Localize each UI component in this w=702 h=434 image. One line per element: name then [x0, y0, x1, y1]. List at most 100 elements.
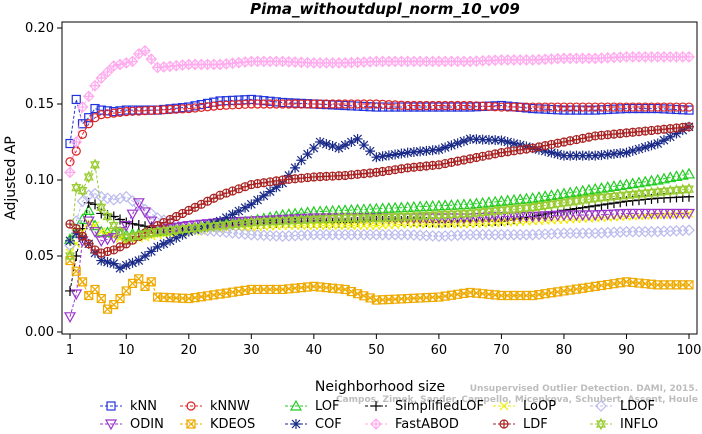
- data-point-knnw: [403, 100, 413, 111]
- data-point-fastabod: [220, 58, 233, 70]
- data-point-inflo: [390, 210, 401, 224]
- data-point-cof: [102, 257, 113, 268]
- data-point-loop: [359, 221, 369, 231]
- data-point-inflo: [590, 191, 601, 205]
- data-point-cof: [665, 131, 676, 142]
- data-point-knn: [265, 96, 275, 106]
- data-point-odin: [101, 234, 114, 246]
- data-point-odin: [132, 198, 145, 210]
- data-point-knnw: [277, 99, 288, 109]
- data-point-inflo: [627, 188, 638, 201]
- y-axis: 0.00 0.05 0.10 0.15 0.20: [25, 21, 62, 340]
- legend-label-knnw: kNNW: [210, 399, 250, 414]
- legend-marker-ldf: [499, 419, 509, 429]
- data-point-odin: [639, 208, 652, 220]
- data-point-odin: [70, 289, 83, 301]
- data-point-lof: [626, 177, 639, 189]
- data-point-odin: [95, 236, 108, 248]
- data-point-cof: [371, 152, 382, 163]
- data-point-knnw: [546, 102, 557, 112]
- data-point-knnw: [490, 102, 500, 112]
- data-point-ldof: [101, 192, 114, 205]
- data-point-inflo: [396, 210, 407, 224]
- data-point-odin: [139, 207, 152, 219]
- x-tick-label: 1: [66, 343, 74, 358]
- data-point-loop: [321, 221, 331, 231]
- data-point-lof: [82, 204, 95, 215]
- data-point-inflo: [596, 191, 607, 204]
- x-tick-label: 30: [243, 343, 260, 358]
- data-point-cof: [515, 140, 526, 151]
- data-point-inflo: [577, 193, 588, 207]
- data-point-knnw: [140, 106, 150, 116]
- data-point-odin: [607, 209, 620, 221]
- data-point-inflo: [415, 209, 426, 223]
- data-point-inflo: [471, 206, 482, 220]
- data-point-knnw: [496, 102, 507, 112]
- data-point-inflo: [158, 224, 169, 238]
- data-point-simplifiedlof: [133, 219, 144, 230]
- legend-item-ldof: LDOF: [590, 399, 655, 414]
- data-point-cof: [121, 260, 132, 271]
- y-tick-label: 0.20: [25, 21, 54, 36]
- legend-item-fastabod: FastABOD: [365, 417, 459, 432]
- legend-item-kdeos: KDEOS: [180, 417, 255, 432]
- data-point-cof: [565, 150, 576, 161]
- data-point-loop: [328, 221, 338, 231]
- data-point-inflo: [115, 225, 125, 239]
- data-point-kdeos: [71, 266, 81, 276]
- data-point-fastabod: [239, 56, 251, 68]
- data-point-knnw: [509, 102, 519, 112]
- data-point-knnw: [409, 100, 419, 111]
- data-point-cof: [440, 142, 451, 153]
- data-point-cof: [290, 162, 301, 173]
- data-point-knnw: [109, 108, 119, 118]
- data-point-cof: [415, 146, 426, 157]
- data-point-cof: [377, 151, 388, 162]
- data-point-odin: [107, 233, 120, 244]
- data-point-knnw: [471, 101, 482, 111]
- data-point-knnw: [353, 99, 363, 109]
- data-point-knnw: [315, 99, 325, 109]
- data-point-cof: [365, 146, 376, 157]
- data-point-lof: [632, 176, 645, 188]
- data-point-knnw: [165, 104, 175, 115]
- data-point-knnw: [534, 102, 544, 112]
- data-point-odin: [451, 213, 464, 225]
- data-point-inflo: [496, 204, 507, 217]
- data-point-kdeos: [77, 277, 88, 287]
- data-point-cof: [427, 145, 438, 156]
- data-point-knnw: [227, 100, 238, 110]
- data-point-knn: [596, 105, 607, 115]
- data-point-odin: [82, 216, 95, 228]
- data-point-fastabod: [139, 44, 151, 57]
- data-point-fastabod: [164, 60, 176, 73]
- data-point-fastabod: [70, 136, 83, 148]
- data-point-cof: [627, 145, 638, 156]
- data-point-knnw: [434, 100, 444, 111]
- data-point-inflo: [521, 201, 532, 215]
- y-axis-label: Adjusted AP: [3, 136, 19, 220]
- data-point-cof: [65, 235, 75, 246]
- data-point-knn: [671, 104, 682, 115]
- data-point-odin: [545, 210, 558, 222]
- data-point-ldof: [132, 199, 145, 212]
- data-point-cof: [540, 146, 551, 157]
- data-point-cof: [227, 209, 238, 220]
- data-point-inflo: [446, 208, 457, 221]
- data-point-inflo: [83, 170, 94, 184]
- data-point-knn: [221, 96, 231, 106]
- x-tick-label: 90: [618, 343, 635, 358]
- data-point-inflo: [327, 212, 338, 225]
- data-point-knn: [240, 95, 250, 105]
- data-point-inflo: [246, 216, 257, 229]
- data-point-ldof: [89, 187, 101, 200]
- data-point-knnw: [221, 100, 231, 110]
- data-point-kdeos: [90, 284, 100, 295]
- data-point-fastabod: [226, 57, 239, 70]
- data-point-knnw: [584, 102, 594, 112]
- data-point-inflo: [659, 185, 669, 198]
- series-knnw: [65, 99, 694, 167]
- data-point-cof: [233, 206, 244, 217]
